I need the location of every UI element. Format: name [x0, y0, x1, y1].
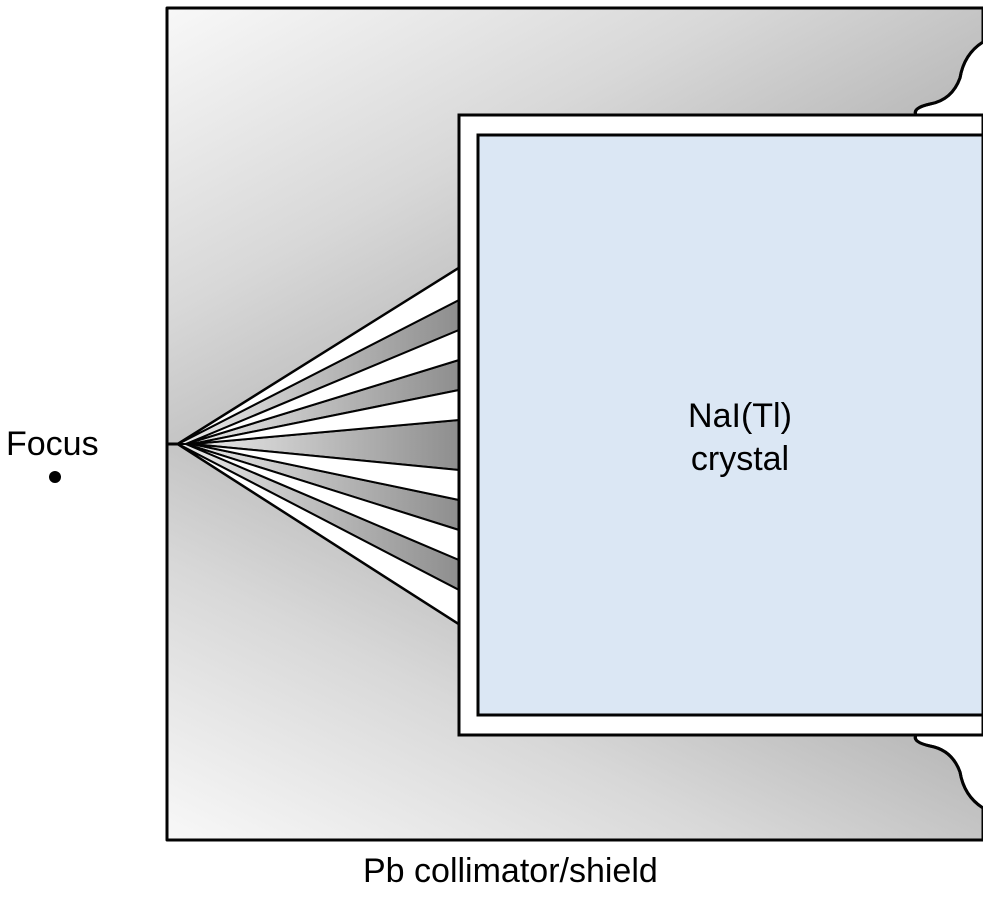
crystal-label-line1: NaI(Tl): [688, 397, 792, 435]
focus-label: Focus: [6, 425, 99, 464]
crystal-label-line2: crystal: [691, 440, 789, 478]
crystal-label: NaI(Tl) crystal: [640, 395, 840, 480]
scintillation-detector-diagram: Focus NaI(Tl) crystal Pb collimator/shie…: [0, 0, 983, 900]
collimator-label: Pb collimator/shield: [363, 852, 658, 891]
focus-point-icon: [49, 471, 61, 483]
